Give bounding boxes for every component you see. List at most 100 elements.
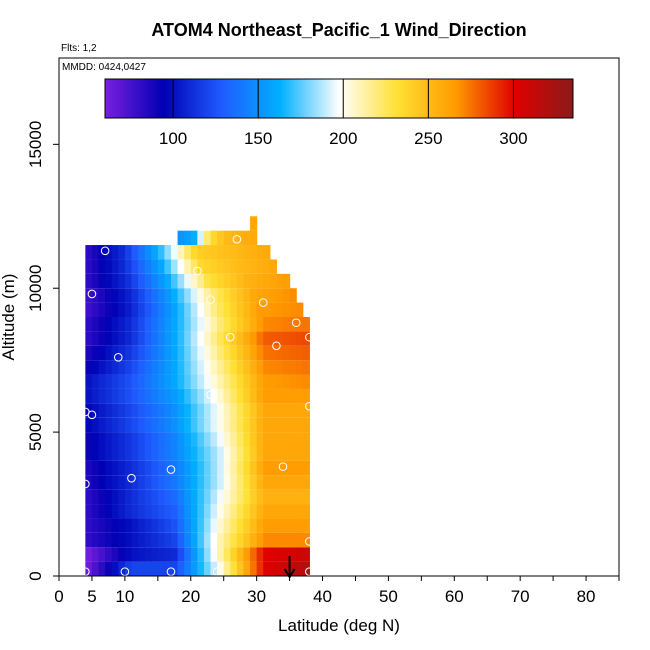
heatmap-cell — [184, 388, 192, 404]
colorbar-tick-label: 150 — [244, 129, 272, 148]
heatmap-cell — [243, 547, 251, 562]
heatmap-cell — [171, 432, 179, 447]
heatmap-cell — [269, 417, 278, 433]
heatmap-cell — [138, 532, 146, 548]
heatmap-cell — [131, 331, 139, 346]
heatmap-cell — [171, 446, 179, 461]
heatmap-cell — [111, 518, 119, 533]
heatmap-cell — [250, 360, 258, 375]
heatmap-cell — [190, 245, 198, 260]
heatmap-cell — [302, 417, 310, 433]
heatmap-cell — [210, 374, 218, 389]
heatmap-cell — [269, 273, 278, 289]
heatmap-cell — [283, 432, 291, 447]
heatmap-cell — [98, 345, 106, 361]
sample-point — [87, 289, 97, 299]
heatmap-cell — [91, 504, 100, 519]
sample-point — [225, 332, 235, 342]
heatmap-cell — [98, 518, 106, 533]
heatmap-cell — [98, 374, 106, 389]
heatmap-cell — [157, 317, 166, 332]
heatmap-cell — [263, 288, 271, 303]
heatmap-cell — [131, 504, 139, 519]
heatmap-cell — [111, 288, 119, 303]
sample-point — [305, 537, 314, 546]
heatmap-cell — [250, 245, 258, 260]
heatmap-cell — [164, 259, 172, 274]
heatmap-cell — [111, 302, 119, 318]
heatmap-cell — [111, 561, 119, 576]
heatmap-cell — [263, 432, 271, 447]
sample-point — [258, 298, 268, 307]
heatmap-cell — [151, 259, 159, 274]
heatmap-cell — [151, 475, 159, 490]
heatmap-cell — [144, 532, 152, 548]
heatmap-cell — [302, 374, 310, 389]
heatmap-cell — [276, 475, 284, 490]
heatmap-cell — [210, 245, 218, 260]
heatmap-cell — [105, 273, 113, 289]
heatmap-cell — [184, 547, 192, 562]
heatmap-cell — [217, 518, 225, 533]
heatmap-cell — [171, 475, 179, 490]
heatmap-cell — [131, 374, 139, 389]
heatmap-cell — [269, 288, 278, 303]
heatmap-cell — [210, 230, 218, 246]
heatmap-cell — [210, 475, 218, 490]
heatmap-cell — [203, 273, 212, 289]
heatmap-cell — [157, 417, 166, 433]
heatmap-cell — [263, 547, 271, 562]
heatmap-cell — [151, 504, 159, 519]
heatmap-cell — [138, 403, 146, 418]
heatmap-cell — [144, 475, 152, 490]
heatmap-cell — [98, 388, 106, 404]
heatmap-cell — [283, 446, 291, 461]
sample-point — [206, 390, 215, 400]
heatmap-cell — [177, 245, 185, 260]
heatmap-cell — [269, 460, 278, 476]
heatmap-cell — [118, 345, 126, 361]
sample-point — [212, 567, 222, 576]
heatmap-cell — [138, 374, 146, 389]
heatmap-cell — [263, 489, 271, 505]
heatmap-cell — [302, 532, 310, 548]
heatmap-cell — [91, 475, 100, 490]
heatmap-cell — [177, 403, 185, 418]
heatmap-cell — [236, 561, 245, 576]
heatmap-cell — [190, 259, 198, 274]
heatmap-cell — [164, 547, 172, 562]
heatmap-cell — [250, 475, 258, 490]
heatmap-cell — [190, 475, 198, 490]
heatmap-cell — [124, 273, 133, 289]
heatmap-cell — [151, 403, 159, 418]
heatmap-cell — [118, 317, 126, 332]
heatmap-cell — [85, 561, 93, 576]
heatmap-cell — [85, 446, 93, 461]
heatmap-cell — [105, 518, 113, 533]
heatmap-cell — [164, 532, 172, 548]
heatmap-cell — [98, 561, 106, 576]
heatmap-cell — [157, 388, 166, 404]
heatmap-cell — [124, 489, 133, 505]
sample-point — [305, 332, 314, 342]
heatmap-cell — [276, 345, 284, 361]
heatmap-cell — [250, 504, 258, 519]
heatmap-cell — [269, 446, 278, 461]
heatmap-cell — [91, 489, 100, 505]
heatmap-cell — [230, 273, 238, 289]
heatmap-cell — [283, 288, 291, 303]
sample-point — [206, 295, 215, 305]
heatmap-cell — [276, 403, 284, 418]
heatmap-cell — [250, 273, 258, 289]
heatmap-cell — [177, 547, 185, 562]
x-tick-label: 70 — [511, 587, 530, 606]
heatmap-cell — [203, 504, 212, 519]
heatmap-cell — [177, 518, 185, 533]
heatmap-cell — [203, 489, 212, 505]
heatmap-cell — [190, 460, 198, 476]
heatmap-cell — [302, 446, 310, 461]
heatmap-cell — [283, 388, 291, 404]
heatmap-cell — [230, 360, 238, 375]
heatmap-cell — [256, 417, 264, 433]
heatmap-cell — [250, 446, 258, 461]
